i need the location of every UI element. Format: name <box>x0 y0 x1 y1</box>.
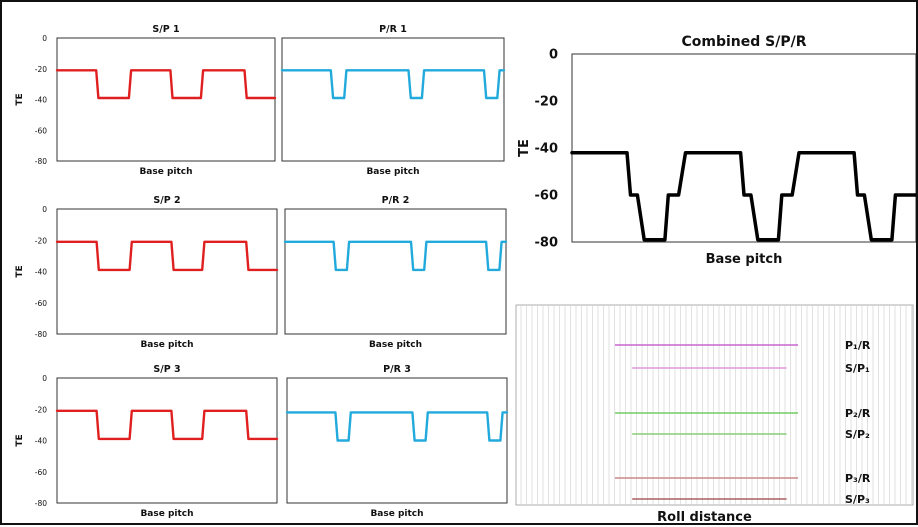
chart-title: P/R 3 <box>383 364 411 375</box>
x-axis-label: Base pitch <box>139 167 192 177</box>
plot-area <box>281 37 505 162</box>
series-line <box>283 240 508 272</box>
plot-area <box>286 377 508 504</box>
chart-title: P/R 2 <box>382 195 410 206</box>
roll-series-label: S/P₂ <box>845 428 870 441</box>
roll-series-label: S/P₃ <box>845 493 870 506</box>
chart-title: S/P 3 <box>153 364 180 375</box>
series-line <box>285 411 509 442</box>
y-axis-label: TE <box>15 93 25 105</box>
chart-title: S/P 2 <box>153 195 180 206</box>
chart-title: S/P 1 <box>152 24 179 35</box>
plot-area <box>56 37 276 162</box>
y-tick-label: -20 <box>35 405 47 414</box>
y-tick-label: -40 <box>35 96 47 105</box>
x-axis-label: Roll distance <box>657 510 752 523</box>
series-line <box>55 240 279 272</box>
x-axis-label: Base pitch <box>366 167 419 177</box>
x-axis-label: Base pitch <box>140 340 193 350</box>
roll-series-label: P₁/R <box>845 339 871 352</box>
y-tick-label: 0 <box>42 205 47 214</box>
chart-title: Combined S/P/R <box>681 34 806 50</box>
x-axis-label: Base pitch <box>140 509 193 519</box>
roll-series-label: P₃/R <box>845 472 871 485</box>
plot-area <box>571 53 917 243</box>
y-tick-label: -80 <box>35 157 47 166</box>
series-line <box>570 150 918 242</box>
x-axis-label: Base pitch <box>370 509 423 519</box>
roll-series-label: S/P₁ <box>845 362 870 375</box>
roll-panel <box>515 304 914 506</box>
y-axis-label: TE <box>15 434 25 446</box>
y-tick-label: 0 <box>549 48 558 63</box>
y-tick-label: -40 <box>35 437 47 446</box>
y-tick-label: -40 <box>35 268 47 277</box>
y-tick-label: -40 <box>535 142 559 157</box>
series-line <box>55 69 277 100</box>
y-tick-label: -80 <box>35 330 47 339</box>
y-tick-label: -60 <box>35 299 47 308</box>
y-tick-label: -60 <box>35 126 47 135</box>
y-axis-label: TE <box>15 265 25 277</box>
y-tick-label: 0 <box>42 34 47 43</box>
plot-area <box>56 377 278 504</box>
y-tick-label: -80 <box>535 236 559 251</box>
y-tick-label: -20 <box>35 65 47 74</box>
x-axis-label: Base pitch <box>706 252 783 267</box>
x-axis-label: Base pitch <box>369 340 422 350</box>
y-tick-label: -60 <box>35 468 47 477</box>
series-line <box>55 409 279 441</box>
chart-title: P/R 1 <box>379 24 407 35</box>
y-tick-label: -20 <box>535 95 559 110</box>
y-axis-label: TE <box>517 139 532 157</box>
y-tick-label: 0 <box>42 374 47 383</box>
plot-area <box>56 208 278 335</box>
y-tick-label: -80 <box>35 499 47 508</box>
y-tick-label: -20 <box>35 236 47 245</box>
roll-series-label: P₂/R <box>845 407 871 420</box>
series-line <box>280 69 506 100</box>
y-tick-label: -60 <box>535 189 559 204</box>
plot-area <box>284 208 507 335</box>
